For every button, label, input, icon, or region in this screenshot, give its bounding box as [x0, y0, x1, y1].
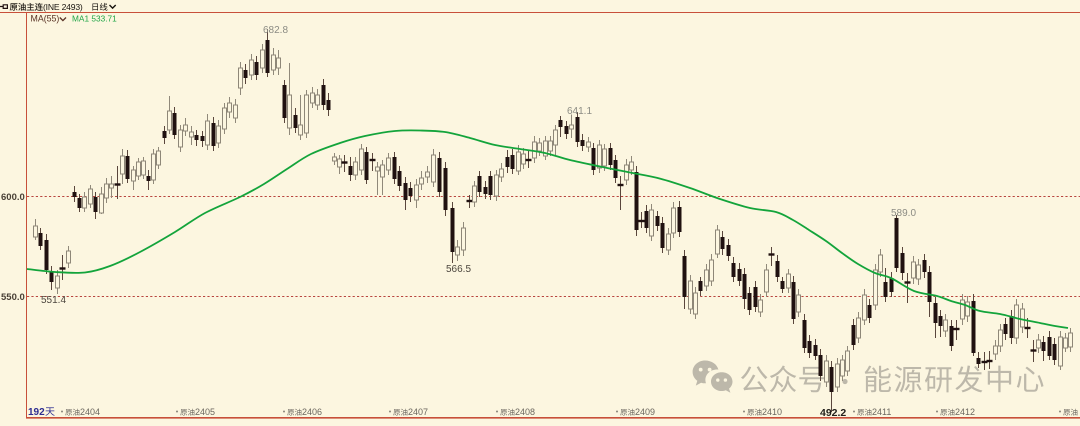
svg-text:492.2: 492.2 [820, 407, 846, 419]
svg-text:641.1: 641.1 [567, 106, 592, 117]
svg-text:(INE 2493): (INE 2493) [43, 2, 83, 12]
svg-text:2411: 2411 [872, 407, 891, 417]
svg-text:2412: 2412 [955, 407, 975, 417]
svg-text:2410: 2410 [762, 407, 782, 417]
svg-text:192: 192 [28, 407, 45, 418]
svg-text:2408: 2408 [515, 407, 535, 417]
svg-text:682.8: 682.8 [263, 25, 288, 36]
svg-text:2409: 2409 [635, 407, 655, 417]
svg-text:566.5: 566.5 [446, 264, 471, 275]
svg-text:2406: 2406 [302, 407, 322, 417]
svg-text:600.0: 600.0 [1, 192, 25, 203]
svg-text:551.4: 551.4 [41, 295, 66, 306]
svg-text:MA1 533.71: MA1 533.71 [72, 14, 117, 24]
svg-text:2405: 2405 [195, 407, 215, 417]
svg-text:550.0: 550.0 [1, 292, 25, 303]
svg-text:2407: 2407 [408, 407, 428, 417]
svg-text:MA(55): MA(55) [31, 14, 60, 24]
svg-text:589.0: 589.0 [891, 208, 916, 219]
svg-text:2404: 2404 [80, 407, 100, 417]
